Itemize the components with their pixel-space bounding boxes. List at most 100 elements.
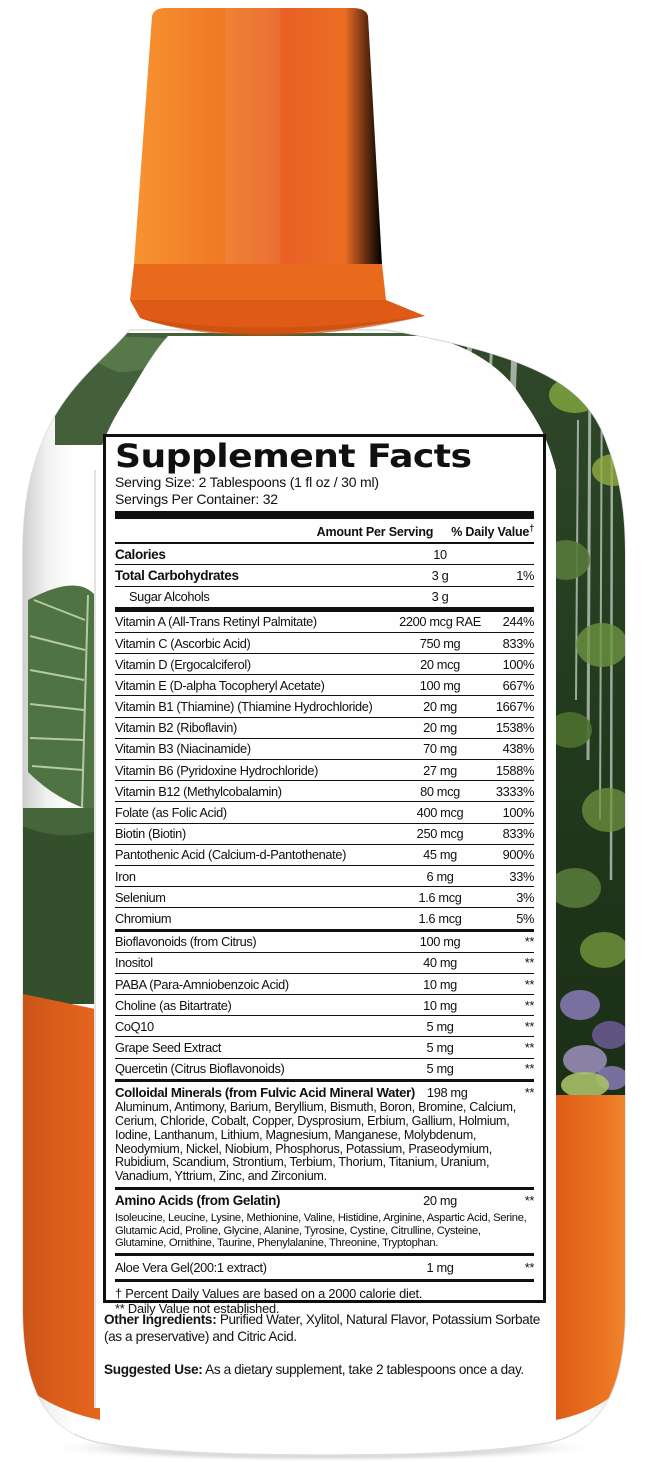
nutrient-dv: 5% [516,910,534,926]
nutrient-amount: 1 mg [426,1259,454,1275]
nutrient-name: CoQ10 [115,1018,154,1034]
nutrient-row: Vitamin B1 (Thiamine) (Thiamine Hydrochl… [115,695,534,716]
nutrient-name: Pantothenic Acid (Calcium-d-Pantothenate… [115,847,347,863]
nutrient-row: Iron 6 mg 33% [115,864,534,886]
amino-acids-row: Amino Acids (from Gelatin) 20 mg ** [115,1190,534,1210]
nutrient-row: Vitamin B12 (Methylcobalamin) 80 mcg 3333% [115,780,534,801]
nutrient-row: Choline (as Bitartrate) 10 mg ** [115,994,534,1015]
nutrient-row: Sugar Alcohols 3 g [115,585,534,607]
nutrient-dv: 833% [502,635,535,651]
nutrient-dv: 100% [502,805,535,820]
footnotes: † Percent Daily Values are based on a 20… [115,1278,534,1322]
foliage-dark [23,808,100,1004]
cap-ring-shadow [140,316,425,336]
footnote-not-established: ** Daily Value not established. [115,1301,280,1317]
nutrient-amount: 10 mg [423,997,457,1013]
serving-size: Serving Size: 2 Tablespoons (1 fl oz / 3… [115,474,379,490]
nutrient-row: Vitamin B6 (Pyridoxine Hydrochloride) 27 … [115,759,534,780]
other-ingredients-text: Purified Water, Xylitol, Natural Flavor,… [104,1312,540,1344]
nutrient-amount: 20 mg [423,720,457,736]
nutrient-name: Biotin (Biotin) [115,826,186,842]
nutrient-amount: 40 mg [423,955,457,971]
nutrient-name: Colloidal Minerals (from Fulvic Acid Min… [115,1084,415,1100]
nutrient-dv: 3% [516,889,534,905]
nutrient-amount: 6 mg [426,868,454,884]
nutrient-dv: ** [524,976,535,992]
foliage-highlight [23,808,100,836]
amino-acids-list: Isoleucine, Leucine, Lysine, Methionine,… [115,1212,527,1250]
cap-ring-upper [130,264,386,300]
nutrient-row: Vitamin E (D-alpha Tocopheryl Acetate) 10… [115,674,534,695]
nutrient-name: Quercetin (Citrus Bioflavonoids) [115,1061,285,1077]
nutrient-dv: ** [524,1084,535,1100]
nutrient-name: Folate (as Folic Acid) [115,805,227,820]
nutrient-amount: 198 mg [426,1084,468,1100]
nutrient-name: Amino Acids (from Gelatin) [115,1192,281,1208]
nutrient-row: Inositol 40 mg ** [115,951,534,973]
suggested-use: Suggested Use: As a dietary supplement, … [104,1362,556,1379]
nutrient-row: Biotin (Biotin) 250 mcg 833% [115,822,534,844]
column-headers: Amount Per Serving % Daily Value† [115,519,534,545]
nutrient-amount: 100 mg [419,934,461,950]
nutrient-amount: 1.6 mcg [418,910,462,926]
nutrient-amount: 27 mg [423,762,457,778]
nutrient-name: Vitamin B3 (Niacinamide) [115,741,251,757]
nutrient-amount: 3 g [431,567,449,583]
palm-frond-ribs [29,594,89,809]
supplement-facts-panel: Supplement Facts Serving Size: 2 Tablesp… [103,434,546,1316]
nutrient-dv: 100% [502,656,535,672]
orange-band-left [23,994,100,1420]
nutrient-name: Calories [115,546,166,562]
nutrient-dv: 900% [502,847,535,863]
nutrient-name: Bioflavonoids (from Citrus) [115,934,257,950]
nutrient-name: PABA (Para-Amniobenzoic Acid) [115,976,289,992]
suggested-use-text: As a dietary supplement, take 2 tablespo… [202,1362,524,1377]
nutrient-row: Quercetin (Citrus Bioflavonoids) 5 mg ** [115,1057,535,1079]
nutrient-dv: ** [524,934,535,950]
nutrient-dv: 1% [516,567,534,583]
nutrient-dv: ** [524,1259,535,1275]
nutrient-row: Bioflavonoids (from Citrus) 100 mg ** [115,932,534,952]
nutrient-name: Selenium [115,889,166,905]
nutrient-amount: 5 mg [426,1018,454,1034]
nutrient-name: Chromium [115,910,172,926]
nutrient-dv: ** [524,997,535,1013]
daily-value-column-header: % Daily Value† [451,523,534,540]
nutrient-dv: ** [524,1061,535,1077]
nutrient-dv: ** [524,1018,535,1034]
nutrient-row: Chromium 1.6 mcg 5% [115,907,534,928]
nutrient-name: Vitamin B1 (Thiamine) (Thiamine Hydrochl… [115,699,373,715]
nutrient-amount: 1.6 mcg [418,889,462,905]
nutrient-amount: 20 mg [423,699,457,715]
nutrient-row: Folate (as Folic Acid) 400 mcg 100% [115,801,534,822]
nutrient-amount: 750 mg [419,635,461,651]
amount-column-header: Amount Per Serving [316,525,434,540]
aloe-section: Aloe Vera Gel(200:1 extract) 1 mg ** [115,1252,534,1279]
cap-highlight [225,8,280,264]
nutrient-name: Vitamin C (Ascorbic Acid) [115,635,251,651]
nutrient-name: Vitamin A (All-Trans Retinyl Palmitate) [115,614,317,630]
nutrient-dv: 3333% [495,783,534,799]
colloidal-minerals-list: Aluminum, Antimony, Barium, Beryllium, B… [115,1099,516,1184]
panel-title: Supplement Facts [115,437,472,475]
palm-frond [28,585,97,812]
nutrient-name: Vitamin B12 (Methylcobalamin) [115,783,282,799]
nutrient-dv: 244% [502,614,535,630]
nutrient-amount: 45 mg [423,847,457,863]
nutrient-name: Total Carbohydrates [115,567,239,583]
nutrient-name: Iron [115,868,136,884]
nutrient-amount: 10 [433,546,447,562]
vitamin-mineral-rows: Vitamin A (All-Trans Retinyl Palmitate) 2… [115,606,535,929]
amino-acids-section: Amino Acids (from Gelatin) 20 mg ** Isol… [115,1187,534,1253]
nutrient-dv: 33% [509,868,534,884]
nutrient-row: Total Carbohydrates 3 g 1% [115,564,534,585]
nutrient-name: Vitamin D (Ergocalciferol) [115,656,251,672]
bottle-cap [130,8,425,336]
nutrient-amount: 3 g [431,589,449,605]
nutrient-row: Vitamin B3 (Niacinamide) 70 mg 438% [115,737,534,759]
nutrient-name: Inositol [115,955,153,971]
aloe-row: Aloe Vera Gel(200:1 extract) 1 mg ** [115,1256,534,1279]
nutrient-amount: 20 mcg [420,656,460,672]
nutrient-amount: 5 mg [426,1040,454,1056]
